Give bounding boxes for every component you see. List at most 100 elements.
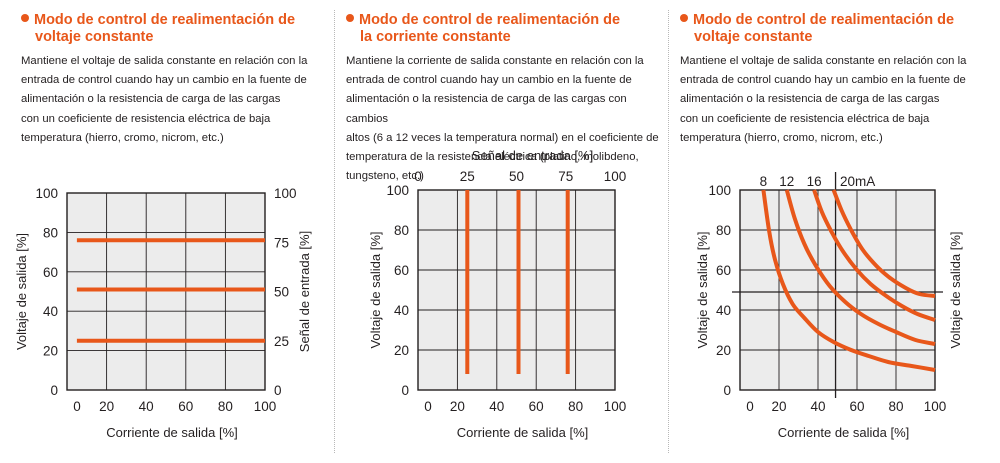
panel-2-title: Modo de control de realimentación de la … [346, 12, 620, 46]
chart-2-x2-tick-label: 0 [414, 169, 422, 184]
chart-3-plot-area [740, 190, 935, 390]
chart-3-y2-axis-label: Voltaje de salida [%] [948, 231, 963, 348]
chart-1-y-tick-label: 0 [50, 383, 58, 398]
chart-3-series-line [812, 189, 936, 322]
chart-3-series-label: 8 [760, 174, 768, 189]
panel-2-desc-line: alimentación o la resistencia de carga d… [346, 93, 627, 125]
chart-3-x-axis-label: Corriente de salida [%] [778, 425, 910, 440]
panel-1-desc-line: entrada de control cuando hay un cambio … [21, 74, 307, 87]
chart-1-x-tick-label: 80 [218, 399, 233, 414]
panel-1-desc-line: con un coeficiente de resistencia eléctr… [21, 112, 271, 125]
chart-1-y-tick-label: 40 [43, 304, 58, 319]
chart-3-series-label: 12 [779, 174, 794, 189]
chart-2-y-tick-label: 0 [401, 383, 409, 398]
panel-1-desc-line: alimentación o la resistencia de carga d… [21, 93, 281, 106]
chart-3-series-label: 16 [807, 174, 822, 189]
panel-3-desc-line: entrada de control cuando hay un cambio … [680, 74, 966, 87]
chart-3-x-tick-label: 60 [849, 399, 864, 414]
chart-2-x2-tick-label: 25 [460, 169, 475, 184]
bullet-dot-icon [346, 14, 354, 22]
panel-1-title-line2: voltaje constante [35, 29, 154, 45]
chart-3-x-tick-label: 0 [746, 399, 754, 414]
chart-1-y2-tick-label: 100 [274, 186, 297, 201]
chart-1-x-tick-label: 60 [178, 399, 193, 414]
chart-2-y-tick-label: 20 [394, 343, 409, 358]
panel-2-desc-line: tungsteno, etc.) [346, 170, 424, 183]
panel-3: Modo de control de realimentación de vol… [680, 0, 995, 463]
chart-2-x-tick-label: 0 [424, 399, 432, 414]
chart-3-y-tick-label: 20 [716, 343, 731, 358]
chart-2-y-tick-label: 100 [386, 183, 409, 198]
chart-2-y-axis-label: Voltaje de salida [%] [368, 231, 383, 348]
panel-2-desc-line: Mantiene la corriente de salida constant… [346, 55, 644, 67]
chart-3-series-line [831, 189, 936, 298]
chart-3-x-tick-label: 100 [924, 399, 947, 414]
panel-1-desc-line: temperatura (hierro, cromo, nicrom, etc.… [21, 131, 224, 144]
chart-2-y-tick-label: 60 [394, 263, 409, 278]
panel-3-title: Modo de control de realimentación de vol… [680, 12, 954, 46]
chart-1-y-tick-label: 100 [35, 186, 58, 201]
chart-3-y-tick-label: 80 [716, 223, 731, 238]
chart-2-x-tick-label: 60 [529, 399, 544, 414]
panel-1-title: Modo de control de realimentación de vol… [21, 12, 295, 46]
panel-2-description: Mantiene la corriente de salida constant… [346, 52, 666, 186]
chart-2-x2-tick-label: 100 [604, 169, 627, 184]
chart-2-x-tick-label: 100 [604, 399, 627, 414]
panel-3-title-line1: Modo de control de realimentación de [693, 12, 955, 28]
chart-1-x-tick-label: 40 [139, 399, 154, 414]
chart-3-x-tick-label: 20 [771, 399, 786, 414]
panel-3-description: Mantiene el voltaje de salida constante … [680, 52, 966, 148]
chart-1-x-tick-label: 20 [99, 399, 114, 414]
chart-1-x-axis-label: Corriente de salida [%] [106, 425, 238, 440]
chart-1-x-tick-label: 100 [254, 399, 277, 414]
chart-1-y-tick-label: 60 [43, 265, 58, 280]
panel-3-desc-line: alimentación o la resistencia de carga d… [680, 93, 940, 106]
chart-1-y2-tick-label: 50 [274, 285, 289, 300]
panel-1: Modo de control de realimentación de vol… [21, 0, 336, 463]
chart-3-series-line [784, 189, 936, 346]
chart-3-y-tick-label: 60 [716, 263, 731, 278]
chart-3-y-axis-label: Voltaje de salida [%] [695, 231, 710, 348]
chart-1-y2-tick-label: 25 [274, 334, 289, 349]
chart-1-y2-tick-label: 75 [274, 235, 289, 250]
chart-2-y-tick-label: 80 [394, 223, 409, 238]
panel-3-title-line2: voltaje constante [694, 29, 813, 45]
chart-2-x2-tick-label: 75 [558, 169, 573, 184]
chart-1-y-axis-label: Voltaje de salida [%] [14, 233, 29, 350]
panel-divider [334, 10, 335, 453]
panel-2-title-line2: la corriente constante [360, 29, 511, 45]
panel-3-desc-line: con un coeficiente de resistencia eléctr… [680, 112, 930, 125]
panel-2-desc-line: temperatura de la resistencia eléctrica … [346, 151, 639, 164]
chart-3-frame [739, 189, 936, 391]
chart-3-y-tick-label: 40 [716, 303, 731, 318]
chart-3-x-tick-label: 80 [888, 399, 903, 414]
chart-2-x-axis-label: Corriente de salida [%] [457, 425, 589, 440]
chart-3-y-tick-label: 100 [708, 183, 731, 198]
chart-1-y-tick-label: 80 [43, 225, 58, 240]
panel-3-desc-line: temperatura (hierro, cromo, nicrom, etc.… [680, 131, 883, 144]
panel-2: Modo de control de realimentación de la … [346, 0, 666, 463]
chart-3-y-tick-label: 0 [723, 383, 731, 398]
chart-3-x-tick-label: 40 [810, 399, 825, 414]
panel-2-desc-line: entrada de control cuando hay un cambio … [346, 74, 632, 87]
chart-2-x-tick-label: 80 [568, 399, 583, 414]
panel-2-title-line1: Modo de control de realimentación de [359, 12, 621, 28]
chart-1-y2-tick-label: 0 [274, 383, 282, 398]
chart-3-series-label: 20mA [840, 174, 875, 189]
chart-1-y-tick-label: 20 [43, 344, 58, 359]
bullet-dot-icon [21, 14, 29, 22]
chart-2-x2-tick-label: 50 [509, 169, 524, 184]
panel-1-description: Mantiene el voltaje de salida constante … [21, 52, 307, 148]
chart-2-x-tick-label: 20 [450, 399, 465, 414]
panel-3-desc-line: Mantiene el voltaje de salida constante … [680, 55, 967, 67]
chart-1-y2-axis-label: Señal de entrada [%] [297, 231, 312, 352]
panel-1-desc-line: Mantiene el voltaje de salida constante … [21, 55, 308, 67]
panel-2-desc-line: altos (6 a 12 veces la temperatura norma… [346, 131, 659, 144]
panel-divider [668, 10, 669, 453]
panel-1-title-line1: Modo de control de realimentación de [34, 12, 296, 28]
chart-2-x-tick-label: 40 [489, 399, 504, 414]
chart-2-x2-axis-label: Señal de entrada [%] [472, 148, 593, 163]
chart-1-x-tick-label: 0 [73, 399, 81, 414]
chart-2-y-tick-label: 40 [394, 303, 409, 318]
